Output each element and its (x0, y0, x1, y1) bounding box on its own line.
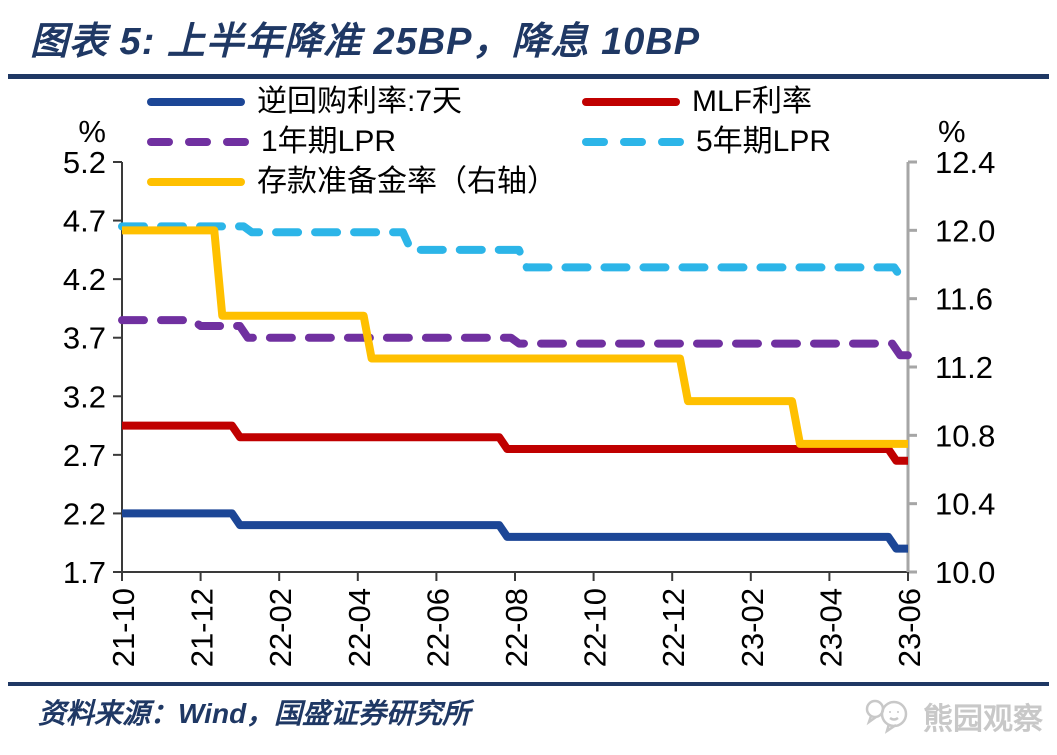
footer-rule (8, 682, 1049, 686)
legend-label: 5年期LPR (696, 125, 832, 158)
svg-text:%: % (938, 114, 966, 149)
legend-label: MLF利率 (692, 85, 812, 118)
legend-label: 逆回购利率:7天 (257, 85, 463, 118)
svg-text:22-12: 22-12 (656, 588, 691, 667)
legend-line-swatch (582, 98, 680, 106)
legend-label: 存款准备金率（右轴） (257, 165, 557, 198)
legend-dash-swatch (582, 138, 684, 146)
watermark-text: 熊园观察 (923, 703, 1043, 736)
svg-text:21-10: 21-10 (106, 588, 141, 667)
svg-text:22-10: 22-10 (578, 588, 613, 667)
svg-text:11.6: 11.6 (935, 282, 993, 317)
svg-text:22-06: 22-06 (420, 588, 455, 667)
svg-text:2.7: 2.7 (63, 438, 106, 473)
svg-text:10.8: 10.8 (935, 418, 995, 453)
svg-text:10.4: 10.4 (935, 487, 995, 522)
svg-text:21-12: 21-12 (185, 588, 220, 667)
source-text: 资料来源：Wind，国盛证券研究所 (38, 698, 471, 729)
svg-text:%: % (78, 114, 106, 149)
svg-text:12.4: 12.4 (935, 145, 995, 180)
svg-text:23-04: 23-04 (813, 588, 848, 667)
chat-bubbles-icon (865, 699, 908, 734)
svg-text:23-06: 23-06 (892, 588, 927, 667)
svg-text:5.2: 5.2 (63, 145, 106, 180)
svg-text:4.7: 4.7 (63, 204, 106, 239)
svg-text:12.0: 12.0 (935, 213, 995, 248)
legend-item-rrr: 存款准备金率（右轴） (147, 167, 557, 197)
svg-text:3.2: 3.2 (63, 379, 106, 414)
svg-text:3.7: 3.7 (63, 321, 106, 356)
svg-text:10.0: 10.0 (935, 555, 995, 590)
legend-item-lpr-5y: 5年期LPR (582, 127, 831, 157)
legend-line-swatch (147, 98, 245, 106)
legend-item-lpr-1y: 1年期LPR (147, 127, 396, 157)
svg-text:23-02: 23-02 (735, 588, 770, 667)
chart-plot: 5.24.74.23.73.22.72.21.7%12.412.011.611.… (63, 114, 995, 667)
legend-item-reverse-repo: 逆回购利率:7天 (147, 87, 462, 117)
watermark: 熊园观察 (863, 694, 1043, 738)
legend-label: 1年期LPR (261, 125, 397, 158)
legend-item-mlf: MLF利率 (582, 87, 812, 117)
svg-text:2.2: 2.2 (63, 496, 106, 531)
svg-text:22-04: 22-04 (342, 588, 377, 667)
figure-title: 图表 5: 上半年降准 25BP，降息 10BP (30, 21, 701, 63)
legend-dash-swatch (147, 138, 249, 146)
title-rule (8, 74, 1049, 79)
svg-text:22-02: 22-02 (263, 588, 298, 667)
svg-text:22-08: 22-08 (499, 588, 534, 667)
svg-text:11.2: 11.2 (935, 350, 993, 385)
svg-text:1.7: 1.7 (63, 555, 106, 590)
legend-line-swatch (147, 178, 245, 186)
svg-text:4.2: 4.2 (63, 262, 106, 297)
